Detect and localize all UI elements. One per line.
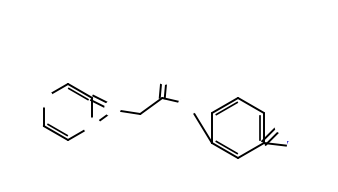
Text: N: N [88, 119, 97, 132]
Text: S: S [278, 118, 286, 132]
Text: NH₂: NH₂ [286, 141, 310, 153]
Text: O: O [107, 102, 117, 114]
Text: N: N [39, 92, 48, 104]
Text: O: O [159, 70, 169, 83]
Text: NH: NH [179, 98, 198, 111]
